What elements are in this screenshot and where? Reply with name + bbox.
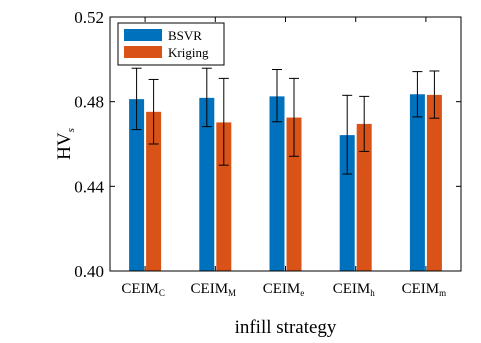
x-tick-label-4: CEIMm xyxy=(402,281,447,298)
legend-label-kriging: Kriging xyxy=(168,45,209,60)
x-tick-label-3: CEIMh xyxy=(333,281,376,298)
x-tick-label-2: CEIMe xyxy=(263,281,305,298)
bars-layer xyxy=(129,67,442,272)
bar-bsvr-0 xyxy=(129,99,145,271)
bar-bsvr-3 xyxy=(339,135,355,271)
error-bar-kriging-2 xyxy=(289,77,299,157)
error-bar-kriging-4 xyxy=(429,70,440,119)
axes-layer xyxy=(109,16,462,272)
error-bar-bsvr-4 xyxy=(412,71,423,118)
y-axis-title: HVs xyxy=(54,128,77,160)
error-bar-bsvr-3 xyxy=(342,94,353,175)
bar-kriging-3 xyxy=(356,123,372,272)
y-tick-label-2: 0.48 xyxy=(74,93,104,112)
error-bar-bsvr-2 xyxy=(272,68,282,123)
y-tick-label-1: 0.44 xyxy=(74,177,104,196)
legend-label-bsvr: BSVR xyxy=(168,28,202,43)
bar-kriging-1 xyxy=(216,122,232,271)
error-bar-bsvr-1 xyxy=(201,67,212,128)
y-tick-label-0: 0.40 xyxy=(74,262,104,281)
x-tick-label-0: CEIMC xyxy=(121,281,165,298)
legend-swatch-bsvr xyxy=(124,29,162,41)
labels-layer: 0.40 0.44 0.48 0.52 CEIMC CEIMM CEIMe CEIMh CEIM… xyxy=(54,8,446,338)
legend-swatch-kriging xyxy=(124,46,162,58)
legend: BSVR Kriging xyxy=(117,22,225,66)
error-bar-kriging-1 xyxy=(218,77,229,166)
error-bar-kriging-0 xyxy=(148,78,159,145)
y-tick-label-3: 0.52 xyxy=(74,8,104,27)
bar-kriging-0 xyxy=(146,111,162,272)
bar-bsvr-4 xyxy=(409,94,425,271)
bar-kriging-4 xyxy=(426,94,442,271)
error-bar-kriging-3 xyxy=(359,95,370,152)
bar-bsvr-2 xyxy=(269,96,285,271)
error-bar-bsvr-0 xyxy=(131,67,142,131)
bar-bsvr-1 xyxy=(199,97,215,272)
x-axis-title: infill strategy xyxy=(235,317,337,338)
x-tick-label-1: CEIMM xyxy=(191,281,237,298)
